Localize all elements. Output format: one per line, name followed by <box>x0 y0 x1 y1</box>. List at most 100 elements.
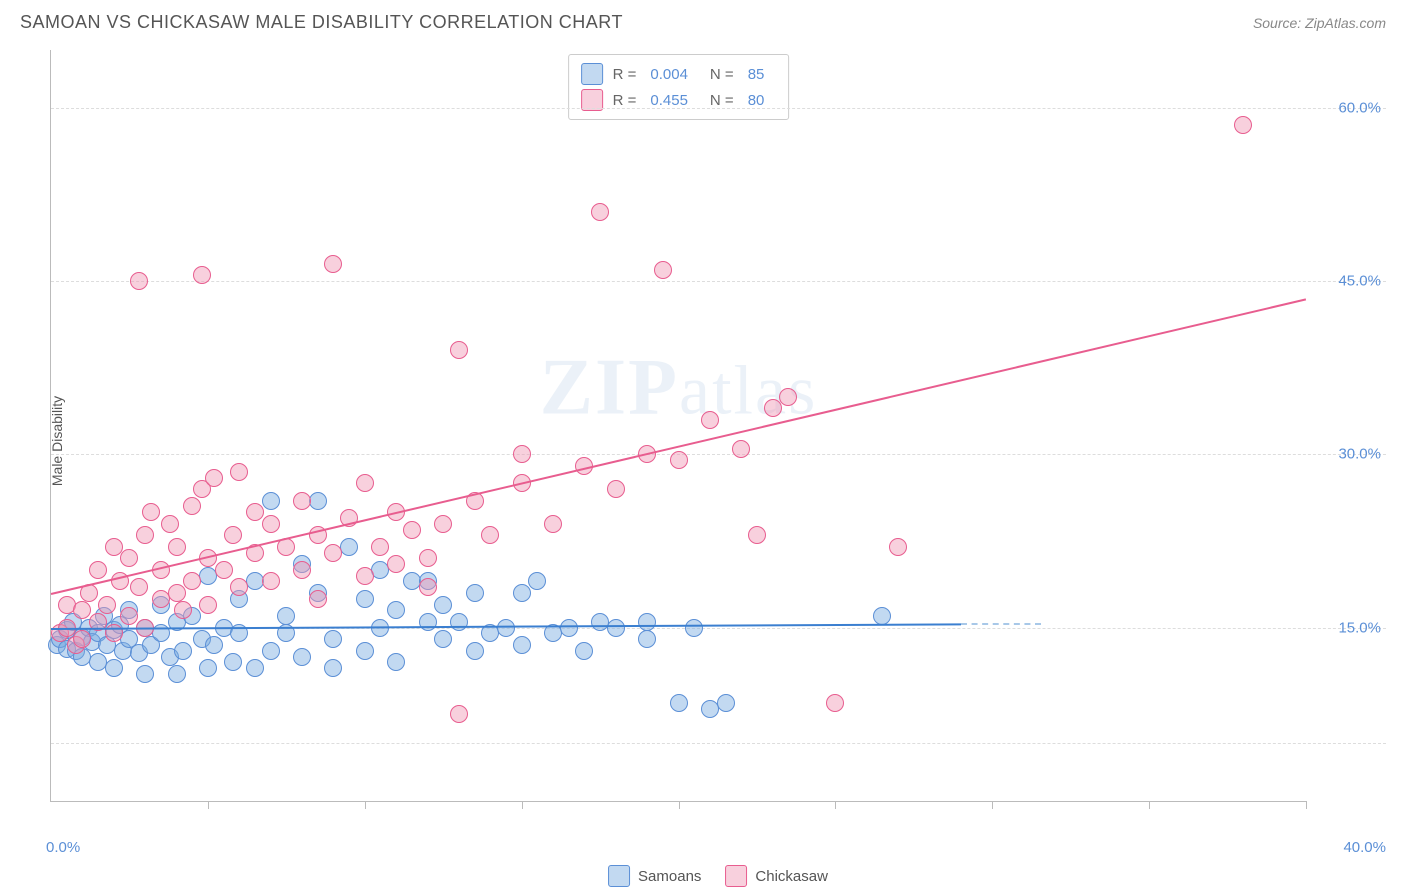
scatter-point <box>262 492 280 510</box>
legend-n-value: 85 <box>748 66 765 83</box>
scatter-point <box>193 266 211 284</box>
scatter-point <box>120 549 138 567</box>
scatter-point <box>309 590 327 608</box>
scatter-point <box>277 607 295 625</box>
scatter-point <box>434 596 452 614</box>
scatter-point <box>130 578 148 596</box>
scatter-point <box>262 572 280 590</box>
scatter-point <box>262 642 280 660</box>
legend-r-label: R = <box>613 66 637 83</box>
scatter-point <box>764 399 782 417</box>
scatter-point <box>717 694 735 712</box>
scatter-point <box>105 659 123 677</box>
scatter-point <box>513 584 531 602</box>
legend-swatch <box>581 63 603 85</box>
scatter-point <box>356 642 374 660</box>
x-tick <box>208 801 209 809</box>
chart-header: SAMOAN VS CHICKASAW MALE DISABILITY CORR… <box>0 0 1406 37</box>
scatter-point <box>419 549 437 567</box>
x-tick <box>1149 801 1150 809</box>
scatter-point <box>732 440 750 458</box>
legend-bottom-item: Chickasaw <box>725 865 828 887</box>
scatter-point <box>419 613 437 631</box>
chart-container: Male Disability ZIPatlas R =0.004N =85R … <box>50 50 1386 832</box>
scatter-point <box>638 630 656 648</box>
legend-top-row: R =0.004N =85 <box>581 61 777 87</box>
scatter-point <box>481 526 499 544</box>
scatter-point <box>889 538 907 556</box>
y-tick-label: 30.0% <box>1338 446 1381 463</box>
scatter-point <box>168 538 186 556</box>
x-tick <box>522 801 523 809</box>
scatter-point <box>199 596 217 614</box>
legend-bottom-item: Samoans <box>608 865 701 887</box>
scatter-point <box>89 561 107 579</box>
y-tick-label: 60.0% <box>1338 99 1381 116</box>
scatter-point <box>466 642 484 660</box>
x-tick <box>992 801 993 809</box>
scatter-point <box>224 653 242 671</box>
scatter-point <box>434 515 452 533</box>
legend-r-value: 0.455 <box>650 92 688 109</box>
legend-n-label: N = <box>710 66 734 83</box>
scatter-point <box>544 515 562 533</box>
scatter-point <box>324 659 342 677</box>
scatter-point <box>161 515 179 533</box>
x-tick-label-left: 0.0% <box>46 839 80 856</box>
scatter-point <box>356 567 374 585</box>
scatter-point <box>670 451 688 469</box>
scatter-point <box>293 648 311 666</box>
scatter-point <box>230 463 248 481</box>
gridline <box>51 281 1386 282</box>
scatter-point <box>293 561 311 579</box>
scatter-point <box>168 665 186 683</box>
scatter-point <box>873 607 891 625</box>
scatter-point <box>701 411 719 429</box>
chart-title: SAMOAN VS CHICKASAW MALE DISABILITY CORR… <box>20 12 623 33</box>
scatter-point <box>324 255 342 273</box>
legend-label: Samoans <box>638 868 701 885</box>
scatter-point <box>174 642 192 660</box>
scatter-point <box>387 601 405 619</box>
legend-n-value: 80 <box>748 92 765 109</box>
scatter-point <box>174 601 192 619</box>
scatter-point <box>450 613 468 631</box>
scatter-point <box>205 469 223 487</box>
gridline <box>51 743 1386 744</box>
scatter-point <box>826 694 844 712</box>
legend-swatch <box>725 865 747 887</box>
legend-bottom: Samoans Chickasaw <box>608 865 828 887</box>
scatter-point <box>466 584 484 602</box>
scatter-point <box>215 561 233 579</box>
x-tick-label-right: 40.0% <box>1343 839 1386 856</box>
scatter-point <box>199 659 217 677</box>
scatter-point <box>748 526 766 544</box>
x-tick <box>679 801 680 809</box>
y-tick-label: 45.0% <box>1338 273 1381 290</box>
scatter-point <box>324 544 342 562</box>
x-tick <box>365 801 366 809</box>
scatter-point <box>73 601 91 619</box>
trend-line <box>51 298 1306 595</box>
scatter-point <box>120 607 138 625</box>
scatter-point <box>419 578 437 596</box>
legend-label: Chickasaw <box>755 868 828 885</box>
gridline <box>51 454 1386 455</box>
x-tick <box>835 801 836 809</box>
x-tick <box>1306 801 1307 809</box>
scatter-point <box>607 619 625 637</box>
scatter-point <box>246 659 264 677</box>
scatter-point <box>513 445 531 463</box>
scatter-point <box>560 619 578 637</box>
scatter-point <box>183 572 201 590</box>
scatter-point <box>168 584 186 602</box>
scatter-point <box>371 538 389 556</box>
legend-r-label: R = <box>613 92 637 109</box>
scatter-point <box>356 474 374 492</box>
scatter-point <box>130 272 148 290</box>
scatter-point <box>246 503 264 521</box>
scatter-point <box>513 636 531 654</box>
scatter-point <box>387 653 405 671</box>
scatter-point <box>607 480 625 498</box>
scatter-point <box>224 526 242 544</box>
